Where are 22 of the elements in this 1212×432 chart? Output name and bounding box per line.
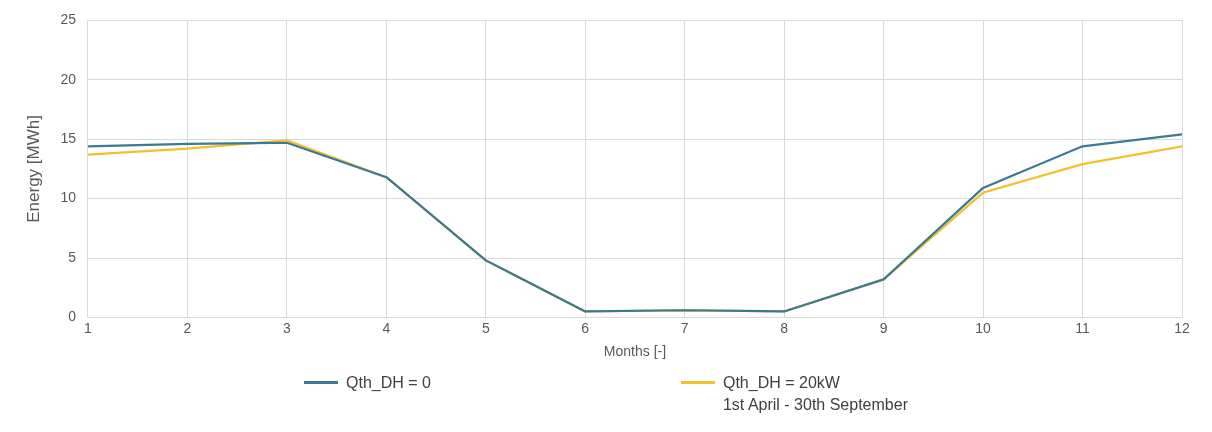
x-tick-label: 12	[1174, 319, 1190, 336]
x-tick-label: 5	[481, 319, 490, 336]
x-tick-label: 3	[282, 319, 291, 336]
legend-label: Qth_DH = 0	[346, 373, 431, 393]
x-tick-label: 8	[780, 319, 789, 336]
y-tick-label: 10	[60, 189, 77, 206]
y-tick-label: 15	[60, 130, 77, 147]
x-tick-label: 6	[581, 319, 590, 336]
y-tick-label: 20	[60, 70, 77, 87]
x-tick-label: 1	[84, 319, 93, 336]
x-tick-label: 4	[382, 319, 391, 336]
x-tick-label: 7	[680, 319, 689, 336]
legend-label: Qth_DH = 20kW 1st April - 30th September	[722, 373, 908, 415]
x-axis-title: Months [-]	[603, 343, 667, 360]
x-tick-label: 10	[975, 319, 992, 336]
x-tick-label: 2	[183, 319, 192, 336]
x-tick-label: 9	[879, 319, 888, 336]
y-tick-label: 0	[68, 308, 77, 325]
y-tick-label: 5	[68, 248, 77, 265]
y-axis-title: Energy [MWh]	[23, 115, 43, 223]
y-tick-label: 25	[60, 11, 77, 28]
x-tick-label: 11	[1075, 319, 1091, 336]
